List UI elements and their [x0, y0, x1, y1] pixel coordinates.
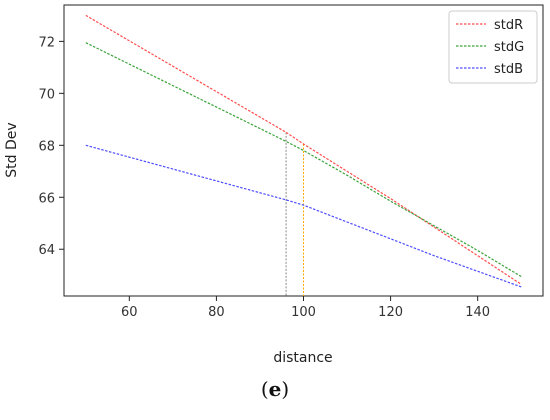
legend-label-stdR: stdR [494, 18, 523, 33]
x-tick-label: 140 [465, 305, 490, 320]
y-tick-label: 70 [38, 87, 55, 102]
y-axis-label: Std Dev [4, 122, 20, 177]
y-tick-label: 66 [38, 191, 55, 206]
figure-caption: (e) [260, 377, 290, 401]
x-axis-label: distance [273, 350, 332, 366]
x-tick-label: 100 [291, 305, 316, 320]
series-line-stdG [85, 42, 522, 278]
line-chart: 60 80 100 120 140 64 66 68 70 72 distance Std De… [4, 4, 544, 366]
caption-letter: e [268, 377, 282, 401]
x-tick-label: 120 [378, 305, 403, 320]
x-tick-label: 80 [208, 305, 225, 320]
legend-label-stdG: stdG [494, 40, 524, 55]
legend-label-stdB: stdB [494, 62, 523, 77]
series-line-stdB [85, 144, 522, 288]
series-line-stdR [85, 14, 522, 285]
y-tick-label: 72 [38, 35, 55, 50]
x-tick-label: 60 [121, 305, 138, 320]
y-tick-label: 68 [38, 139, 55, 154]
legend: stdR stdG stdB [448, 10, 538, 84]
y-tick-label: 64 [38, 243, 55, 258]
legend-box [448, 10, 538, 84]
